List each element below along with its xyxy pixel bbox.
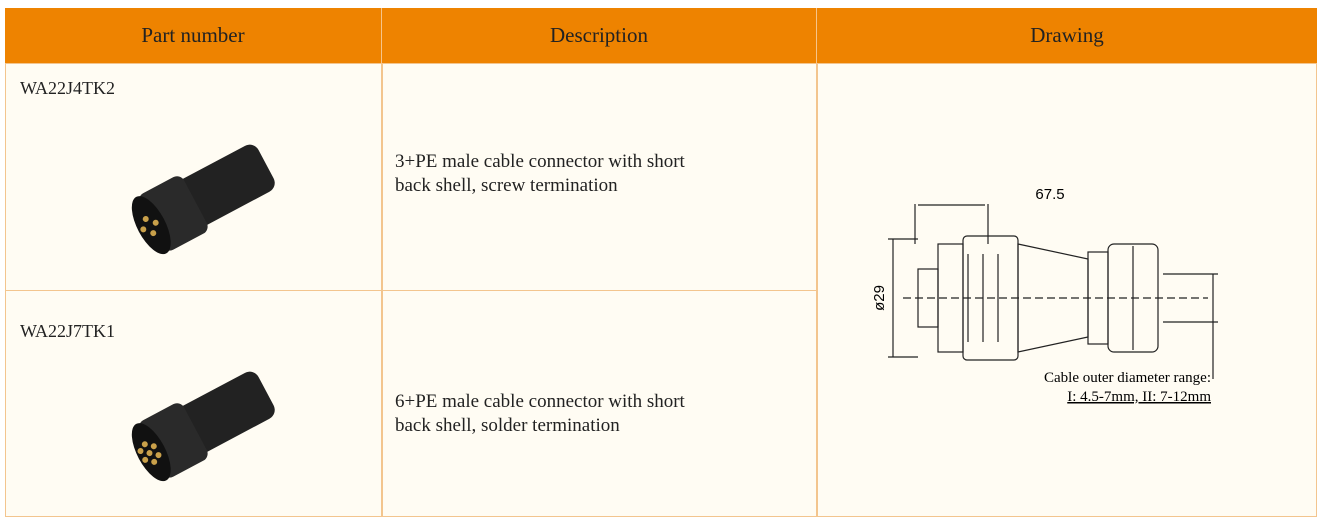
diameter-dimension: ø29 <box>871 285 888 311</box>
header-cell: Drawing <box>817 8 1317 63</box>
description-line: 6+PE male cable connector with short <box>395 391 685 412</box>
description-cell: 3+PE male cable connector with short bac… <box>382 63 817 291</box>
part-number: WA22J7TK1 <box>20 321 115 341</box>
drawing-cell: 67.5 ø29 Cable outer diameter range: I: … <box>817 63 1317 517</box>
header-cell: Description <box>382 8 817 63</box>
technical-drawing: 67.5 ø29 Cable outer diameter range: I: … <box>871 186 1218 405</box>
connector-photo <box>131 144 275 255</box>
description-cell: 6+PE male cable connector with short bac… <box>382 290 817 517</box>
part-number: WA22J4TK2 <box>20 78 115 98</box>
cable-note: I: 4.5-7mm, II: 7-12mm <box>1067 389 1211 405</box>
length-dimension: 67.5 <box>1035 186 1064 203</box>
header-cell: Part number <box>5 8 382 63</box>
description: 6+PE male cable connector with short bac… <box>395 390 685 438</box>
description-line: 3+PE male cable connector with short <box>395 151 685 172</box>
part-cell: WA22J4TK2 <box>5 63 382 291</box>
part-cell: WA22J7TK1 <box>5 290 382 517</box>
description-line: back shell, screw termination <box>395 175 618 196</box>
cable-note: Cable outer diameter range: <box>1044 370 1211 386</box>
description-line: back shell, solder termination <box>395 415 620 436</box>
description: 3+PE male cable connector with short bac… <box>395 150 685 198</box>
connector-photo <box>131 371 275 482</box>
